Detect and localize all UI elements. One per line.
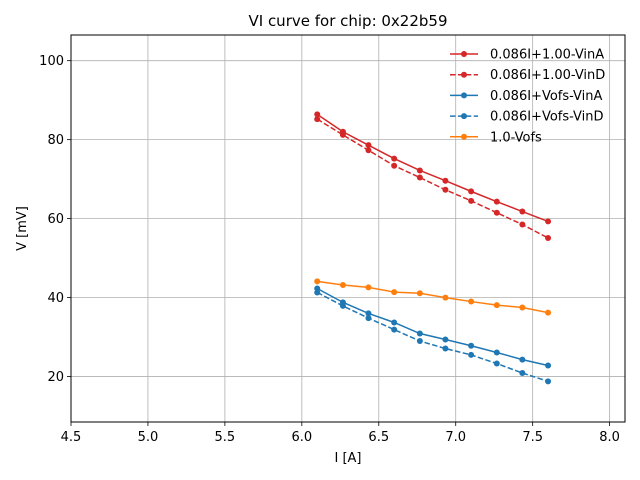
data-point bbox=[391, 319, 398, 326]
y-tick-label: 80 bbox=[47, 133, 64, 148]
y-axis-label: V [mV] bbox=[15, 206, 30, 251]
data-point bbox=[314, 289, 321, 296]
data-point bbox=[365, 284, 372, 291]
data-point bbox=[519, 304, 526, 311]
series-line bbox=[317, 280, 549, 314]
data-point bbox=[442, 345, 449, 352]
data-point bbox=[416, 174, 423, 181]
y-tick-label: 20 bbox=[47, 370, 64, 385]
data-point bbox=[545, 218, 552, 225]
data-point bbox=[493, 209, 500, 216]
x-tick-label: 5.5 bbox=[215, 430, 236, 445]
data-point bbox=[314, 116, 321, 123]
series-line bbox=[316, 291, 549, 383]
data-point bbox=[442, 186, 449, 193]
grid-lines bbox=[70, 35, 625, 422]
legend-label: 0.086I+1.00-VinA bbox=[490, 48, 604, 63]
data-point bbox=[391, 155, 398, 162]
data-point bbox=[442, 294, 449, 301]
legend-entry: 0.086I+1.00-VinA bbox=[450, 48, 604, 63]
data-point bbox=[519, 356, 526, 363]
data-point bbox=[416, 167, 423, 174]
legend-entry: 0.086I+Vofs-VinD bbox=[450, 110, 604, 125]
legend-label: 1.0-Vofs bbox=[490, 130, 542, 145]
legend-entry: 0.086I+1.00-VinD bbox=[450, 68, 605, 83]
legend-label: 0.086I+Vofs-VinA bbox=[490, 89, 603, 104]
data-point bbox=[468, 298, 475, 305]
data-point bbox=[493, 302, 500, 309]
legend-marker bbox=[461, 51, 467, 57]
x-tick-label: 5.0 bbox=[138, 430, 159, 445]
series-line bbox=[316, 118, 549, 239]
data-point bbox=[545, 234, 552, 241]
data-point bbox=[545, 362, 552, 369]
legend-entry: 1.0-Vofs bbox=[450, 130, 542, 145]
data-point bbox=[519, 221, 526, 228]
legend: 0.086I+1.00-VinA 0.086I+1.00-VinD 0.086I+V… bbox=[450, 48, 605, 145]
data-point bbox=[493, 198, 500, 205]
data-point bbox=[468, 188, 475, 195]
data-point bbox=[339, 281, 346, 288]
data-point bbox=[339, 302, 346, 309]
data-point bbox=[365, 142, 372, 149]
legend-marker bbox=[461, 113, 467, 120]
data-point bbox=[365, 315, 372, 322]
plot-frame bbox=[70, 34, 626, 423]
data-point bbox=[391, 289, 398, 296]
series-1 bbox=[314, 111, 552, 225]
legend-marker bbox=[461, 133, 467, 140]
series-line bbox=[316, 113, 549, 223]
data-point bbox=[314, 278, 321, 285]
x-axis-label: I [A] bbox=[334, 451, 361, 466]
series-2 bbox=[314, 116, 552, 241]
data-point bbox=[519, 208, 526, 215]
data-point bbox=[468, 342, 475, 349]
legend-marker bbox=[461, 71, 467, 78]
data-point bbox=[416, 330, 423, 337]
x-tick-label: 6.0 bbox=[291, 430, 312, 445]
data-point bbox=[365, 147, 372, 154]
y-tick-label: 40 bbox=[47, 291, 64, 306]
x-tick-label: 4.5 bbox=[61, 430, 82, 445]
data-point bbox=[365, 310, 372, 317]
legend-marker bbox=[461, 92, 467, 99]
axis-ticks: 4.5 5.0 5.5 6.0 6.5 7.0 7.5 8.0 20 40 60 80 100 bbox=[39, 54, 620, 445]
data-point bbox=[519, 370, 526, 377]
series-3 bbox=[314, 285, 552, 369]
data-point bbox=[493, 349, 500, 356]
series-4 bbox=[314, 289, 552, 385]
data-point bbox=[493, 360, 500, 367]
data-point bbox=[442, 336, 449, 343]
x-tick-label: 7.0 bbox=[445, 430, 466, 445]
series-line bbox=[316, 287, 549, 367]
data-point bbox=[339, 131, 346, 138]
chart-title: VI curve for chip: 0x22b59 bbox=[248, 12, 447, 30]
y-tick-label: 100 bbox=[39, 54, 64, 69]
legend-label: 0.086I+1.00-VinD bbox=[490, 68, 605, 83]
data-point bbox=[468, 197, 475, 204]
data-point bbox=[416, 290, 423, 297]
x-tick-label: 6.5 bbox=[368, 430, 389, 445]
x-tick-label: 7.5 bbox=[522, 430, 543, 445]
data-point bbox=[545, 378, 552, 385]
legend-entry: 0.086I+Vofs-VinA bbox=[450, 89, 603, 104]
data-point bbox=[442, 177, 449, 184]
data-point bbox=[391, 162, 398, 169]
data-point bbox=[391, 326, 398, 333]
y-tick-label: 60 bbox=[47, 212, 64, 227]
legend-label: 0.086I+Vofs-VinD bbox=[490, 110, 604, 125]
data-point bbox=[545, 309, 552, 316]
series-lines bbox=[314, 111, 552, 385]
data-point bbox=[468, 351, 475, 358]
x-tick-label: 8.0 bbox=[599, 430, 620, 445]
data-point bbox=[314, 111, 321, 118]
series-5 bbox=[314, 278, 552, 316]
data-point bbox=[416, 338, 423, 345]
